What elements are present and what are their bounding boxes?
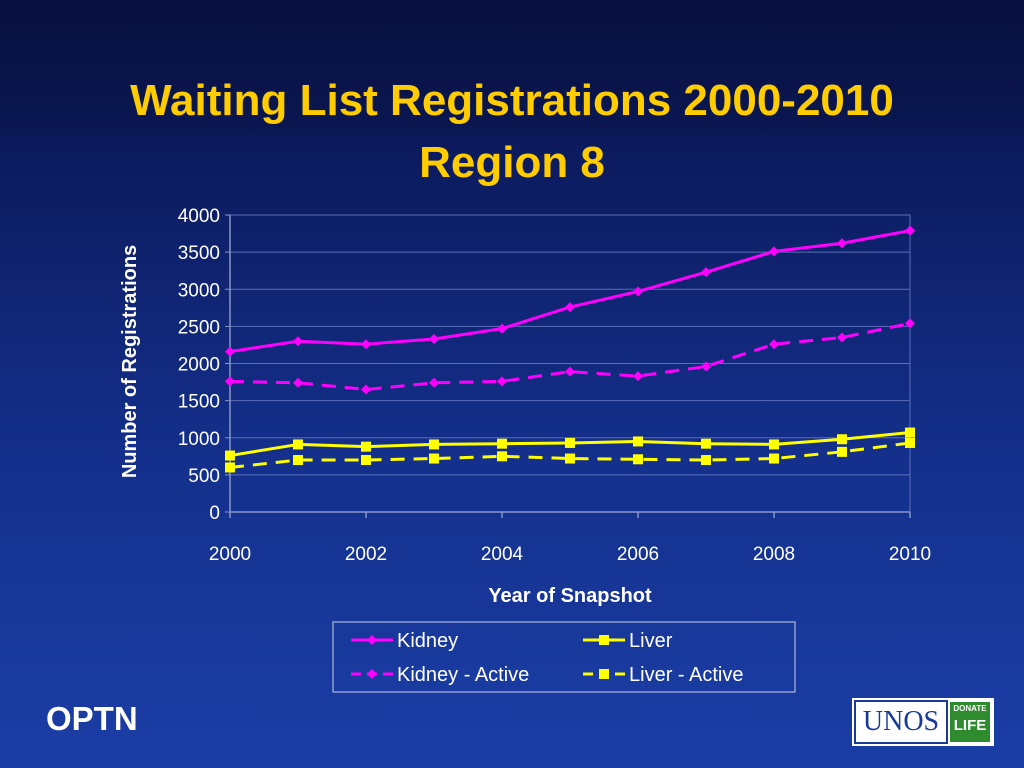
- unos-logo: UNOS DONATE LIFE: [852, 698, 994, 746]
- y-axis-title: Number of Registrations: [119, 245, 141, 478]
- legend-label: Kidney - Active: [397, 664, 529, 686]
- data-point: [565, 453, 575, 464]
- data-point: [225, 346, 235, 357]
- legend-box: [332, 621, 796, 693]
- data-point: [769, 439, 779, 450]
- x-tick-label: 2010: [889, 544, 931, 565]
- legend-label: Liver - Active: [629, 664, 743, 686]
- unos-logo-name: UNOS: [854, 700, 948, 744]
- data-point: [565, 366, 575, 377]
- data-point: [565, 302, 575, 313]
- y-tick-label: 1500: [178, 392, 220, 413]
- data-point: [633, 436, 643, 447]
- y-tick-label: 2500: [178, 317, 220, 338]
- data-point: [361, 441, 371, 452]
- legend-label: Kidney: [397, 630, 458, 652]
- data-point: [905, 427, 915, 438]
- series-line-2: [229, 321, 911, 391]
- y-tick-label: 3500: [178, 243, 220, 264]
- x-tick-label: 2002: [345, 544, 387, 565]
- data-point: [837, 446, 847, 457]
- x-tick-label: 2004: [481, 544, 524, 565]
- data-point: [701, 361, 711, 372]
- data-point: [497, 376, 507, 387]
- data-point: [225, 376, 235, 387]
- optn-logo-text: OPTN: [46, 700, 138, 737]
- data-point: [293, 336, 303, 347]
- legend-swatch-marker: [367, 635, 377, 645]
- data-point: [701, 455, 711, 466]
- data-point: [293, 439, 303, 450]
- data-point: [361, 455, 371, 466]
- series-line-0: [229, 229, 911, 354]
- x-tick-label: 2006: [617, 544, 659, 565]
- y-tick-label: 4000: [178, 206, 220, 227]
- slide-title: Waiting List Registrations 2000-2010 Reg…: [0, 70, 1024, 194]
- legend-swatch-marker: [599, 635, 609, 645]
- data-point: [701, 267, 711, 278]
- data-point: [225, 462, 235, 473]
- data-point: [633, 371, 643, 382]
- data-point: [361, 339, 371, 350]
- data-point: [769, 246, 779, 257]
- data-point: [497, 438, 507, 449]
- donate-life-badge: DONATE LIFE: [950, 702, 990, 742]
- y-tick-label: 1000: [178, 429, 220, 450]
- donate-life-line-2: LIFE: [953, 717, 987, 734]
- data-point: [837, 238, 847, 249]
- data-point: [225, 450, 235, 461]
- data-point: [429, 453, 439, 464]
- x-axis-title: Year of Snapshot: [488, 585, 652, 607]
- legend-swatch-marker: [367, 669, 377, 679]
- legend-label: Liver: [629, 630, 673, 652]
- y-tick-label: 0: [209, 503, 220, 524]
- y-tick-label: 3000: [178, 280, 220, 301]
- data-point: [769, 453, 779, 464]
- x-tick-label: 2000: [209, 544, 251, 565]
- title-line-1: Waiting List Registrations 2000-2010: [130, 76, 894, 125]
- x-tick-label: 2008: [753, 544, 795, 565]
- data-point: [701, 438, 711, 449]
- data-point: [837, 434, 847, 445]
- data-point: [429, 333, 439, 344]
- data-point: [497, 323, 507, 334]
- data-point: [565, 437, 575, 448]
- data-point: [429, 377, 439, 388]
- data-point: [429, 439, 439, 450]
- data-point: [905, 225, 915, 236]
- legend-swatch-marker: [599, 669, 609, 679]
- donate-life-line-1: DONATE: [953, 704, 987, 713]
- data-point: [293, 455, 303, 466]
- title-line-2: Region 8: [419, 138, 605, 187]
- data-point: [633, 286, 643, 297]
- data-point: [905, 437, 915, 448]
- data-point: [497, 451, 507, 462]
- title-band: [0, 0, 1024, 135]
- data-point: [905, 318, 915, 329]
- data-point: [633, 454, 643, 465]
- data-point: [361, 384, 371, 395]
- y-tick-label: 2000: [178, 355, 220, 376]
- data-point: [769, 339, 779, 350]
- data-point: [837, 332, 847, 343]
- y-tick-label: 500: [188, 466, 220, 487]
- data-point: [293, 377, 303, 388]
